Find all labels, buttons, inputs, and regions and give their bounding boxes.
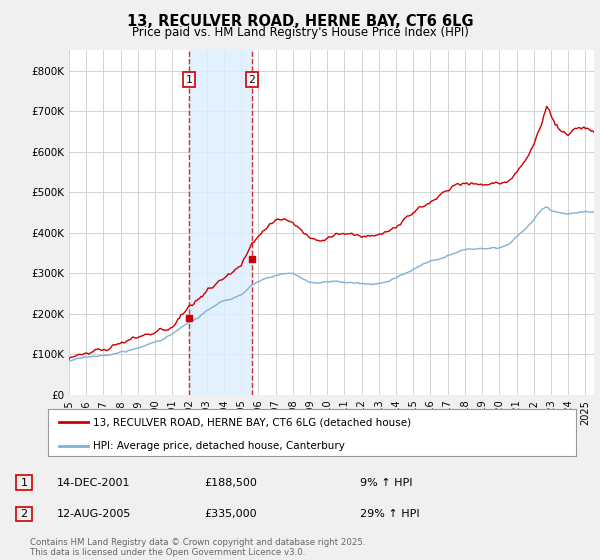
Bar [189, 50, 252, 395]
Text: 9% ↑ HPI: 9% ↑ HPI [360, 478, 413, 488]
Text: HPI: Average price, detached house, Canterbury: HPI: Average price, detached house, Cant… [93, 441, 345, 451]
Text: Price paid vs. HM Land Registry's House Price Index (HPI): Price paid vs. HM Land Registry's House … [131, 26, 469, 39]
Text: 29% ↑ HPI: 29% ↑ HPI [360, 509, 419, 519]
Text: 2: 2 [20, 509, 28, 519]
Text: 2: 2 [248, 74, 255, 85]
Text: Contains HM Land Registry data © Crown copyright and database right 2025.
This d: Contains HM Land Registry data © Crown c… [30, 538, 365, 557]
Text: 13, RECULVER ROAD, HERNE BAY, CT6 6LG: 13, RECULVER ROAD, HERNE BAY, CT6 6LG [127, 14, 473, 29]
Text: £188,500: £188,500 [204, 478, 257, 488]
Text: 1: 1 [185, 74, 192, 85]
Text: £335,000: £335,000 [204, 509, 257, 519]
Text: 13, RECULVER ROAD, HERNE BAY, CT6 6LG (detached house): 13, RECULVER ROAD, HERNE BAY, CT6 6LG (d… [93, 417, 411, 427]
Text: 1: 1 [20, 478, 28, 488]
Text: 12-AUG-2005: 12-AUG-2005 [57, 509, 131, 519]
Text: 14-DEC-2001: 14-DEC-2001 [57, 478, 131, 488]
